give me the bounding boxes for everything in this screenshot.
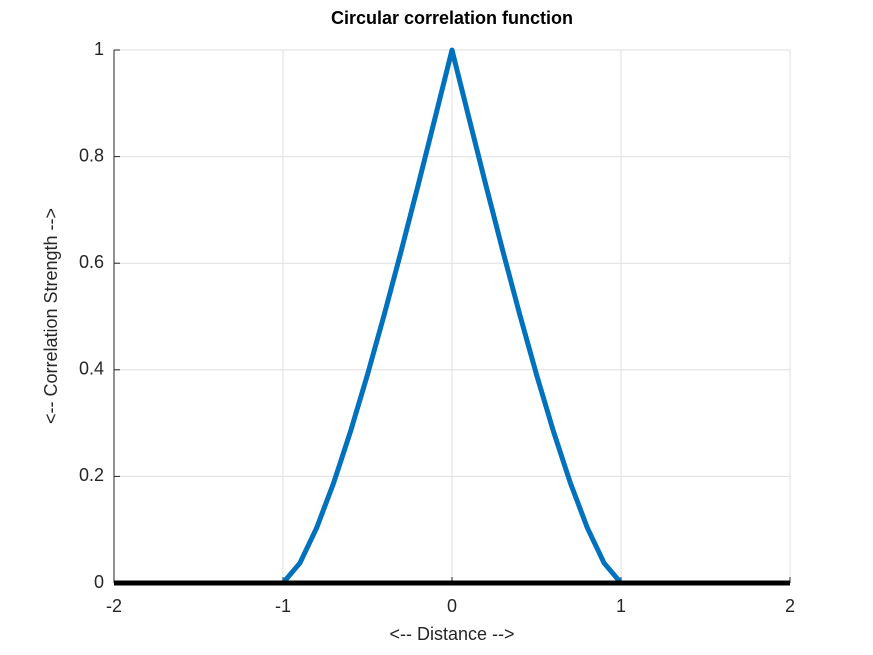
x-tick-label: 0 (447, 596, 457, 616)
y-tick-label: 0.2 (79, 465, 104, 485)
y-tick-label: 0.4 (79, 359, 104, 379)
series-line (281, 47, 623, 585)
x-tick-label: -2 (106, 596, 122, 616)
y-tick-label: 0.8 (79, 145, 104, 165)
grid (113, 49, 791, 584)
y-tick-label: 1 (94, 39, 104, 59)
y-tick-label: 0.6 (79, 252, 104, 272)
x-tick-label: -1 (275, 596, 291, 616)
x-tick-label: 1 (616, 596, 626, 616)
x-tick-label: 2 (785, 596, 795, 616)
chart-title: Circular correlation function (331, 8, 573, 28)
y-tick-label: 0 (94, 572, 104, 592)
y-axis-label: <-- Correlation Strength --> (41, 208, 61, 424)
plot (114, 47, 790, 586)
x-axis-label: <-- Distance --> (389, 624, 514, 644)
